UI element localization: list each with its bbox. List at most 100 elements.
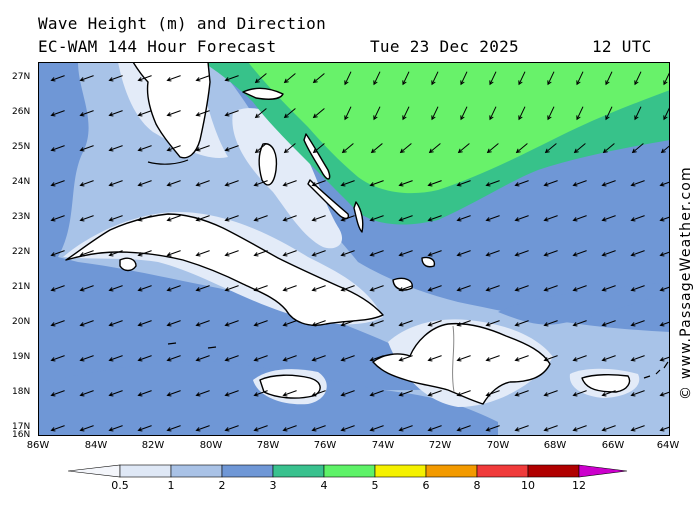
wave-arrow xyxy=(224,75,239,82)
wave-arrow xyxy=(514,425,529,432)
wave-arrow xyxy=(601,355,616,362)
wave-arrow xyxy=(399,143,412,154)
wave-arrow xyxy=(137,355,152,362)
wave-arrow xyxy=(195,425,210,432)
wave-arrow xyxy=(572,355,587,362)
wave-arrow xyxy=(576,71,584,86)
wave-arrow xyxy=(166,355,181,362)
wave-arrow xyxy=(79,390,94,397)
wave-arrow xyxy=(340,390,355,397)
wave-arrow xyxy=(514,285,529,292)
wave-arrow xyxy=(166,425,181,432)
wave-arrow xyxy=(166,75,181,82)
lat-label: 18N xyxy=(12,387,31,397)
lat-label: 16N xyxy=(12,430,31,440)
wave-arrow xyxy=(312,143,325,154)
colorbar-cell xyxy=(425,464,478,478)
wave-arrow xyxy=(137,425,152,432)
wave-arrow xyxy=(630,355,645,362)
wave-arrow xyxy=(572,320,587,327)
wave-arrow xyxy=(456,320,471,327)
wave-arrow xyxy=(79,75,94,82)
lon-label: 76W xyxy=(313,440,337,451)
lon-label: 80W xyxy=(199,440,223,451)
wave-arrow xyxy=(224,215,239,222)
wave-arrow xyxy=(50,320,65,327)
wave-arrow xyxy=(340,320,355,327)
wave-arrow xyxy=(137,110,152,117)
wave-arrow xyxy=(630,320,645,327)
wave-arrow xyxy=(253,285,268,292)
colorbar-label: 4 xyxy=(320,479,328,492)
andros-land xyxy=(258,143,278,186)
cuba-land xyxy=(65,213,384,326)
wave-arrow xyxy=(340,425,355,432)
colorbar-cells xyxy=(68,464,628,478)
forecast-model-label: EC-WAM 144 Hour Forecast xyxy=(38,37,277,56)
wave-arrow xyxy=(50,145,65,152)
wave-arrow xyxy=(514,390,529,397)
wave-arrow xyxy=(224,110,239,117)
wave-arrow xyxy=(137,285,152,292)
wave-arrow xyxy=(398,180,413,187)
colorbar-label: 10 xyxy=(521,479,535,492)
wave-arrow xyxy=(224,180,239,187)
wave-arrow xyxy=(282,285,297,292)
wave-arrow xyxy=(108,145,123,152)
wave-arrow xyxy=(456,425,471,432)
wave-arrow xyxy=(659,391,670,397)
wave-arrow xyxy=(576,106,584,121)
wave-arrow xyxy=(486,143,499,154)
wave-arrow xyxy=(373,106,381,121)
wave-arrow xyxy=(137,180,152,187)
wave-arrow xyxy=(311,425,326,432)
colorbar-label: 5 xyxy=(371,479,379,492)
wave-arrow xyxy=(572,390,587,397)
wave-arrow xyxy=(402,106,410,121)
wave-arrow xyxy=(137,390,152,397)
wave-arrow xyxy=(485,250,500,257)
wave-arrow xyxy=(50,425,65,432)
wave-arrow xyxy=(283,73,296,84)
wave-arrow xyxy=(602,143,615,154)
wave-arrow xyxy=(282,355,297,362)
wave-arrow xyxy=(195,145,210,152)
ocean-1-2m-east xyxy=(498,282,670,325)
wave-arrow xyxy=(543,425,558,432)
wave-arrow xyxy=(515,143,528,154)
wave-arrow xyxy=(282,390,297,397)
wave-arrow xyxy=(224,425,239,432)
wave-arrow xyxy=(340,180,355,187)
wave-arrow xyxy=(108,110,123,117)
wave-arrow xyxy=(253,250,268,257)
wave-arrow xyxy=(311,215,326,222)
wave-arrow xyxy=(311,285,326,292)
wave-arrow xyxy=(137,145,152,152)
colorbar-label: 2 xyxy=(218,479,226,492)
map-canvas xyxy=(38,62,670,436)
wave-arrow xyxy=(427,285,442,292)
wave-arrow xyxy=(195,75,210,82)
wave-arrow xyxy=(224,320,239,327)
wave-arrow xyxy=(253,180,268,187)
wave-arrow xyxy=(108,390,123,397)
wave-arrow xyxy=(166,285,181,292)
wave-arrow xyxy=(340,285,355,292)
wave-arrow xyxy=(605,71,613,86)
wave-arrow xyxy=(369,390,384,397)
wave-arrow xyxy=(398,320,413,327)
wave-arrow xyxy=(605,106,613,121)
wave-arrow xyxy=(282,320,297,327)
wave-arrow xyxy=(224,250,239,257)
wave-arrow xyxy=(79,285,94,292)
wave-arrow xyxy=(601,250,616,257)
colorbar-cell xyxy=(221,464,274,478)
wave-arrow xyxy=(543,215,558,222)
wave-arrow xyxy=(108,75,123,82)
wave-arrow xyxy=(428,143,441,154)
colorbar-label: 3 xyxy=(269,479,277,492)
wave-arrow xyxy=(601,215,616,222)
wave-arrow xyxy=(283,108,296,119)
wave-arrow xyxy=(514,320,529,327)
lesser-islets xyxy=(147,159,669,393)
